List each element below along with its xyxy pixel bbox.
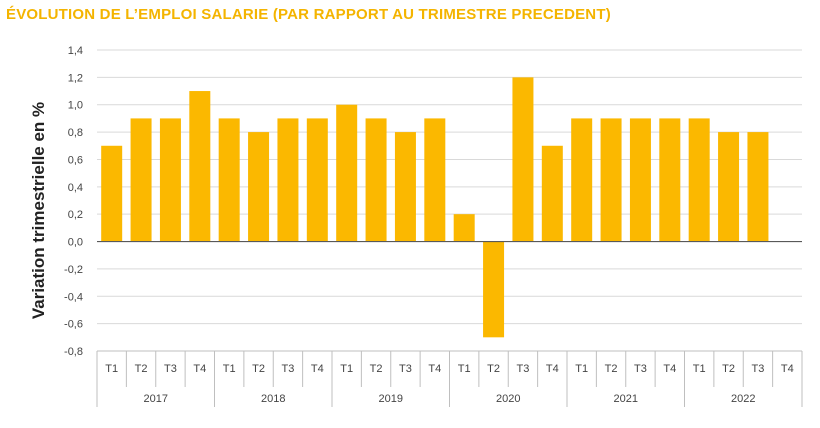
bar bbox=[130, 118, 152, 242]
chart-title: ÉVOLUTION DE L’EMPLOI SALARIE (PAR RAPPO… bbox=[6, 6, 611, 23]
bar bbox=[629, 118, 651, 242]
x-year-label: 2021 bbox=[614, 393, 638, 405]
x-quarter-label: T4 bbox=[781, 363, 794, 375]
y-tick-label: 1,4 bbox=[68, 45, 83, 57]
x-year-label: 2022 bbox=[731, 393, 755, 405]
x-quarter-label: T1 bbox=[458, 363, 471, 375]
bar bbox=[659, 118, 681, 242]
x-quarter-label: T3 bbox=[752, 363, 765, 375]
y-tick-label: -0,8 bbox=[64, 346, 83, 358]
x-quarter-label: T1 bbox=[105, 363, 118, 375]
x-year-label: 2018 bbox=[261, 393, 285, 405]
x-quarter-label: T4 bbox=[663, 363, 676, 375]
x-quarter-label: T2 bbox=[605, 363, 618, 375]
y-tick-label: 0,8 bbox=[68, 127, 83, 139]
bar bbox=[189, 91, 211, 242]
bar bbox=[424, 118, 446, 242]
y-tick-label: 1,2 bbox=[68, 72, 83, 84]
bar bbox=[747, 132, 769, 242]
bar bbox=[101, 145, 123, 242]
bar bbox=[541, 145, 563, 242]
y-axis-label: Variation trimestrielle en % bbox=[29, 102, 48, 319]
bar bbox=[571, 118, 593, 242]
x-quarter-label: T3 bbox=[517, 363, 530, 375]
x-quarter-label: T3 bbox=[282, 363, 295, 375]
y-tick-label: -0,2 bbox=[64, 264, 83, 276]
bar bbox=[483, 241, 505, 338]
x-year-label: 2020 bbox=[496, 393, 520, 405]
x-quarter-label: T4 bbox=[546, 363, 559, 375]
x-quarter-label: T4 bbox=[193, 363, 206, 375]
bar bbox=[248, 132, 270, 242]
bar bbox=[218, 118, 240, 242]
x-quarter-label: T1 bbox=[693, 363, 706, 375]
y-tick-label: 1,0 bbox=[68, 100, 83, 112]
x-quarter-label: T4 bbox=[428, 363, 441, 375]
x-year-label: 2019 bbox=[379, 393, 403, 405]
bar bbox=[306, 118, 328, 242]
bar bbox=[688, 118, 710, 242]
x-quarter-label: T3 bbox=[399, 363, 412, 375]
bar bbox=[277, 118, 299, 242]
x-quarter-label: T3 bbox=[164, 363, 177, 375]
y-tick-label: 0,4 bbox=[68, 182, 83, 194]
y-tick-label: 0,6 bbox=[68, 154, 83, 166]
x-quarter-label: T1 bbox=[575, 363, 588, 375]
bar bbox=[718, 132, 740, 242]
x-year-label: 2017 bbox=[144, 393, 168, 405]
y-tick-label: -0,4 bbox=[64, 291, 83, 303]
x-quarter-label: T1 bbox=[340, 363, 353, 375]
y-tick-label: 0,2 bbox=[68, 209, 83, 221]
y-tick-label: -0,6 bbox=[64, 319, 83, 331]
y-tick-label: 0,0 bbox=[68, 237, 83, 249]
x-quarter-label: T2 bbox=[370, 363, 383, 375]
bar bbox=[159, 118, 181, 242]
bar bbox=[365, 118, 387, 242]
x-quarter-label: T1 bbox=[223, 363, 236, 375]
x-quarter-label: T4 bbox=[311, 363, 324, 375]
x-quarter-label: T2 bbox=[487, 363, 500, 375]
x-quarter-label: T2 bbox=[252, 363, 265, 375]
bar bbox=[453, 214, 475, 242]
x-quarter-label: T2 bbox=[135, 363, 148, 375]
x-quarter-label: T2 bbox=[722, 363, 735, 375]
bar bbox=[512, 77, 534, 242]
x-quarter-label: T3 bbox=[634, 363, 647, 375]
bar bbox=[336, 104, 358, 242]
bar bbox=[600, 118, 622, 242]
bar bbox=[394, 132, 416, 242]
